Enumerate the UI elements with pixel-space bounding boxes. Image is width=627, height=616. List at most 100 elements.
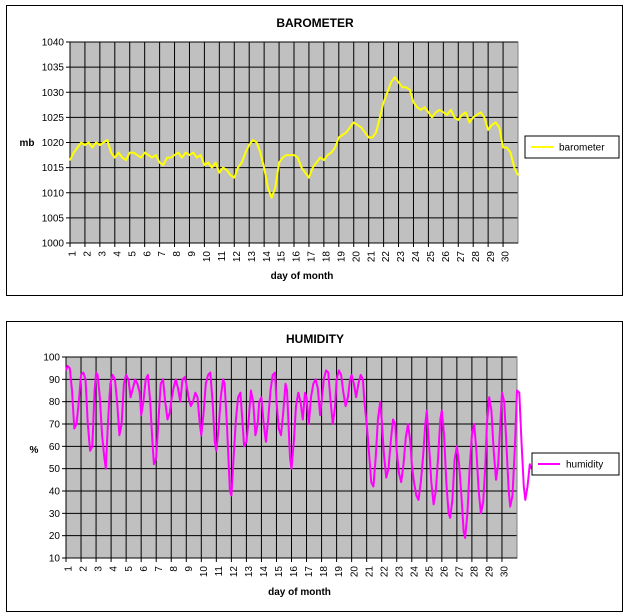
humidity-data-point [226, 423, 228, 425]
humidity-data-point [235, 418, 237, 421]
humidity-data-point [187, 396, 190, 398]
y-tick-label: 100 [43, 353, 60, 364]
barometer-data-point [244, 151, 247, 154]
barometer-data-point [162, 164, 164, 166]
humidity-data-point [516, 389, 518, 392]
humidity-data-point [166, 418, 169, 421]
humidity-data-point [445, 481, 447, 483]
barometer-data-point [334, 146, 336, 149]
humidity-data-point [469, 468, 471, 470]
humidity-data-point [199, 423, 201, 425]
humidity-data-point [305, 396, 308, 398]
humidity-data-point [278, 427, 280, 430]
humidity-data-point [269, 389, 272, 392]
x-tick-label: 7 [157, 251, 168, 257]
humidity-data-point [488, 396, 490, 398]
humidity-data-point [366, 423, 368, 425]
barometer-data-point [319, 156, 321, 159]
barometer-data-point [327, 154, 329, 156]
humidity-data-point [505, 445, 508, 447]
humidity-data-point [155, 456, 157, 459]
barometer-data-point [375, 131, 377, 134]
humidity-data-point [340, 374, 342, 376]
humidity-data-point [243, 445, 245, 447]
x-tick-label: 5 [124, 566, 135, 572]
humidity-data-point [317, 387, 319, 389]
barometer-data-point [293, 154, 295, 156]
barometer-data-point [401, 86, 403, 88]
y-tick-label: 1035 [42, 63, 65, 74]
y-axis-label: mb [20, 138, 35, 149]
humidity-data-point [172, 387, 175, 389]
humidity-data-point [229, 490, 231, 492]
barometer-data-point [498, 126, 500, 129]
humidity-data-point [286, 389, 288, 392]
barometer-data-point [177, 151, 179, 154]
barometer-data-point [226, 169, 228, 171]
humidity-data-point [526, 485, 529, 488]
humidity-data-point [486, 423, 488, 425]
humidity-data-point [407, 423, 409, 425]
barometer-data-point [155, 154, 157, 156]
barometer-data-point [435, 111, 437, 113]
x-tick-label: 9 [187, 251, 198, 257]
humidity-data-point [509, 506, 511, 508]
humidity-data-point [263, 423, 265, 425]
humidity-data-point [112, 374, 114, 376]
barometer-data-point [196, 156, 198, 159]
x-tick-label: 12 [232, 251, 243, 263]
barometer-data-point [476, 114, 478, 116]
x-tick-label: 20 [351, 251, 362, 263]
y-tick-label: 1040 [42, 38, 65, 49]
barometer-data-point [278, 162, 280, 164]
barometer-data-point [379, 116, 381, 118]
humidity-data-point [151, 441, 154, 443]
humidity-data-point [93, 389, 96, 392]
humidity-data-point [280, 434, 282, 436]
humidity-data-point [217, 427, 220, 430]
x-tick-label: 17 [307, 251, 318, 263]
humidity-data-point [284, 383, 287, 385]
humidity-data-point [267, 418, 269, 421]
humidity-data-point [160, 383, 162, 385]
humidity-data-point [417, 499, 420, 501]
x-tick-label: 16 [292, 251, 303, 263]
barometer-data-point [114, 156, 116, 159]
humidity-data-point [257, 423, 259, 425]
humidity-data-point [260, 396, 263, 398]
humidity-data-point [458, 463, 460, 465]
barometer-data-point [237, 167, 239, 169]
barometer-data-point [468, 121, 471, 123]
x-tick-label: 9 [184, 566, 195, 572]
barometer-data-point [491, 124, 493, 126]
humidity-data-point [484, 463, 487, 465]
barometer-data-point [263, 167, 265, 169]
barometer-data-point [412, 101, 415, 103]
barometer-data-point [80, 141, 82, 144]
x-tick-label: 19 [336, 251, 347, 263]
humidity-data-point [523, 485, 525, 488]
barometer-data-point [416, 106, 418, 108]
barometer-data-point [457, 119, 459, 121]
barometer-data-point [323, 159, 325, 161]
barometer-data-point [300, 167, 303, 169]
barometer-data-point [76, 146, 79, 149]
x-tick-label: 10 [199, 566, 210, 578]
barometer-data-point [222, 167, 224, 169]
humidity-data-point [518, 392, 520, 394]
barometer-chart-panel: BAROMETER 1000 1005 1010 1015 1020 1025 1030 103… [6, 5, 623, 296]
humidity-data-point [454, 459, 456, 461]
humidity-data-point [482, 501, 484, 503]
humidity-data-point [334, 405, 336, 407]
barometer-data-point [431, 116, 433, 118]
chart-title: HUMIDITY [286, 332, 344, 346]
barometer-data-point [233, 177, 235, 179]
x-tick-label: 8 [169, 566, 180, 572]
humidity-data-point [282, 412, 284, 414]
barometer-data-point [356, 124, 359, 126]
humidity-data-point [248, 418, 250, 421]
humidity-data-point [164, 401, 166, 403]
humidity-data-point [69, 367, 71, 369]
humidity-data-point [375, 456, 377, 459]
